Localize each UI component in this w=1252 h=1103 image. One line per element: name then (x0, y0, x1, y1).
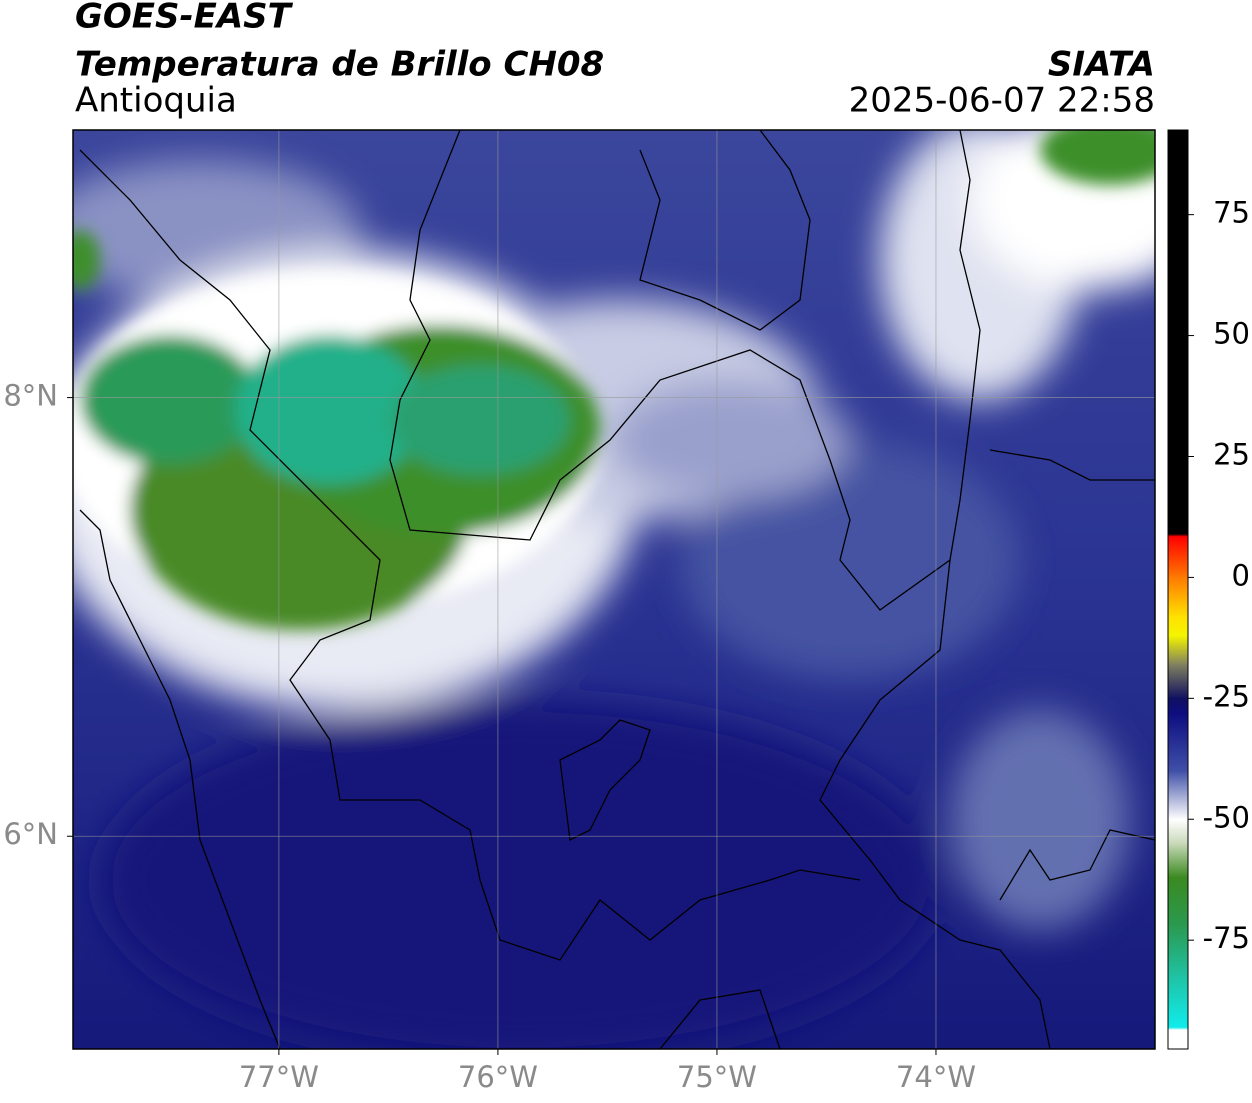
boundaries (79, 130, 1155, 1049)
x-tick-label: 77°W (239, 1060, 319, 1094)
title: GOES-EAST (75, 0, 294, 37)
colorbar-segment (1168, 664, 1188, 699)
source: SIATA (1048, 45, 1155, 85)
y-tick-label: 6°N (3, 817, 58, 851)
colorbar-tick-label: -75 (1203, 921, 1250, 955)
colorbar-segment (1168, 925, 1188, 975)
region: Antioquia (75, 81, 237, 121)
colorbar-tick-label: -50 (1203, 800, 1250, 834)
y-tick-label: 8°N (3, 379, 58, 413)
colorbar-tick-label: -25 (1203, 679, 1250, 713)
colorbar-segment (1168, 698, 1188, 714)
colorbar-segment (1168, 974, 1188, 1028)
timestamp: 2025-06-07 22:58 (849, 81, 1155, 121)
plot-frame (72, 129, 1156, 1050)
x-tick-label: 74°W (896, 1060, 976, 1094)
colorbar-segment (1168, 616, 1188, 636)
colorbar-segment (1168, 1027, 1188, 1031)
colorbar-segment (1168, 536, 1188, 578)
colorbar-segment (1168, 843, 1188, 878)
colorbar-segment (1168, 770, 1188, 820)
colorbar-segment (1168, 1029, 1188, 1050)
colorbar-segment (1168, 877, 1188, 927)
x-tick-label: 76°W (458, 1060, 538, 1094)
colorbar (1168, 130, 1188, 1050)
colorbar-segment (1168, 819, 1188, 844)
x-tick-label: 75°W (677, 1060, 757, 1094)
colorbar-segment (1168, 577, 1188, 617)
colorbar-frame (1167, 129, 1189, 1050)
colorbar-tick-label: 0 (1232, 558, 1250, 592)
colorbar-segment (1168, 533, 1188, 537)
subtitle: Temperatura de Brillo CH08 (75, 45, 604, 85)
satellite-image (73, 130, 1155, 1049)
colorbar-segment (1168, 712, 1188, 772)
colorbar-tick-label: 50 (1213, 317, 1250, 351)
colorbar-segment (1168, 635, 1188, 665)
colorbar-tick-label: 75 (1213, 196, 1250, 230)
colorbar-segment (1168, 130, 1188, 535)
grid (73, 130, 1155, 1049)
colorbar-tick-label: 25 (1213, 437, 1250, 471)
